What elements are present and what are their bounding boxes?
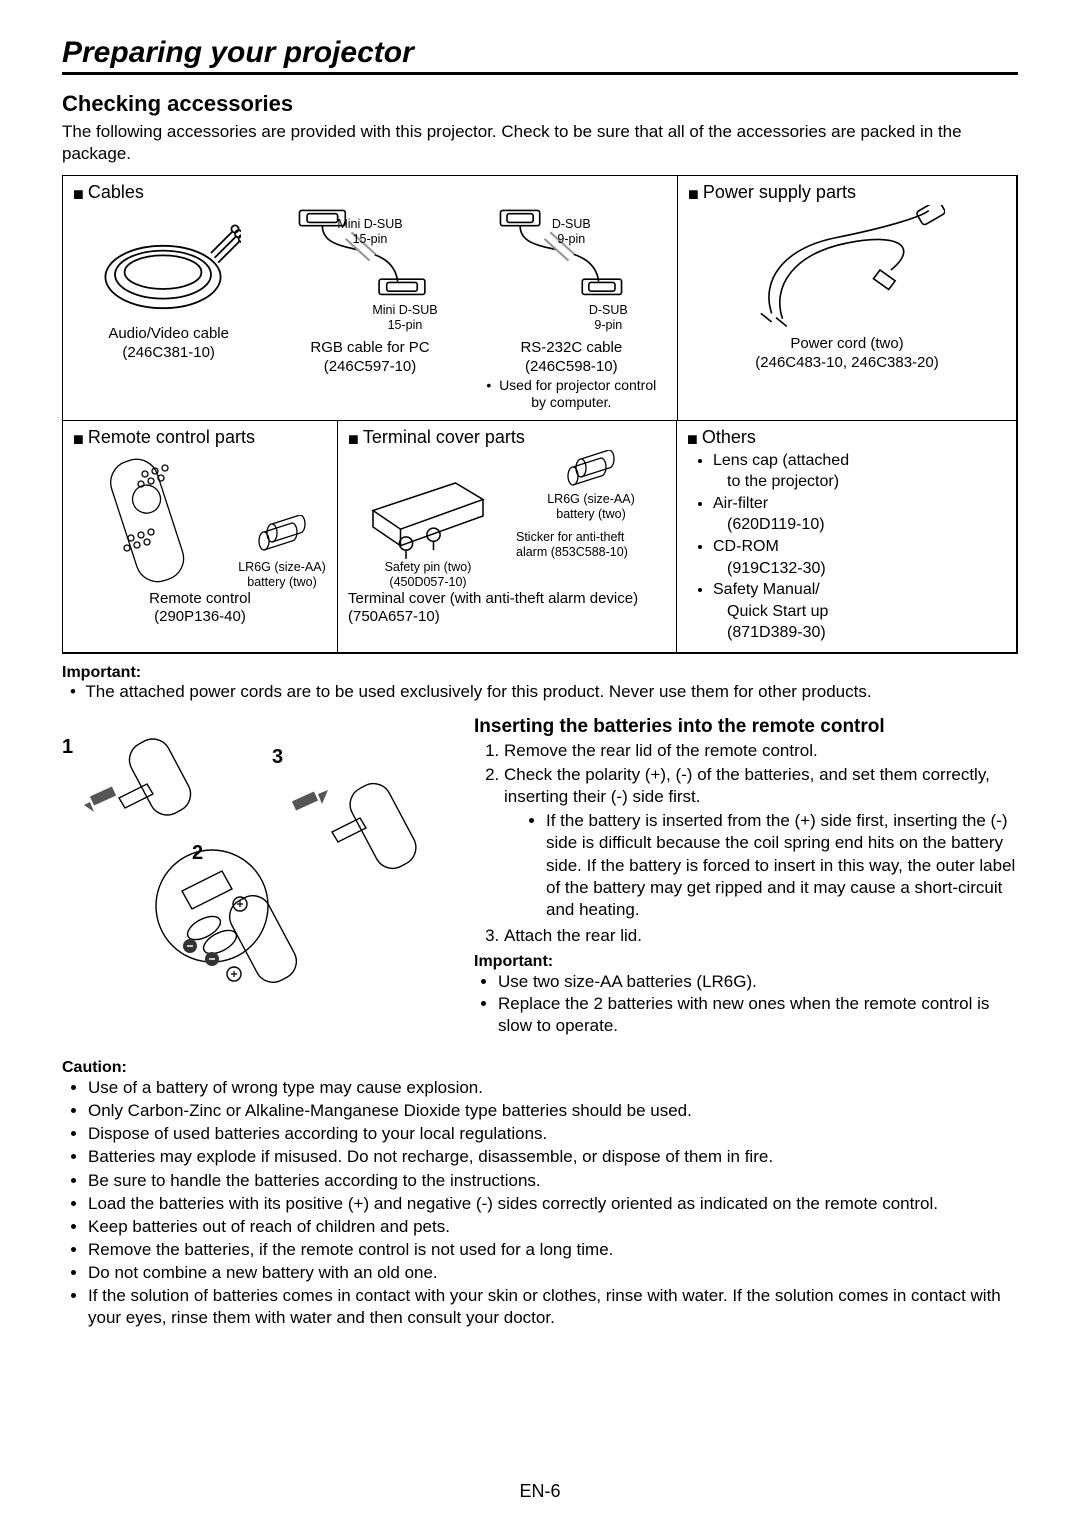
terminal-illus: [348, 450, 508, 560]
rs232-cable-col: D-SUB9-pin D-SUB9-pin RS-232C cable(246C…: [476, 205, 667, 412]
cables-cell: ■Cables Audio/Video cable(246C381-10): [62, 175, 678, 421]
section-title: Checking accessories: [62, 91, 1018, 117]
caution-list: Use of a battery of wrong type may cause…: [62, 1077, 1018, 1329]
others-cell: ■Others Lens cap (attachedto the project…: [676, 420, 1017, 653]
power-cell: ■Power supply parts Power cord (two)(246…: [677, 175, 1017, 421]
important2-list: Use two size-AA batteries (LR6G).Replace…: [474, 971, 1018, 1037]
steps-list: Remove the rear lid of the remote contro…: [474, 740, 1018, 947]
step3-illus: [292, 762, 462, 882]
battery-icon: [561, 450, 621, 490]
important-text: • The attached power cords are to be use…: [62, 682, 1018, 702]
caution-label: Caution:: [62, 1059, 1018, 1077]
others-title: ■Others: [687, 427, 1006, 450]
main-title: Preparing your projector: [62, 36, 1018, 75]
power-title: ■Power supply parts: [688, 182, 1006, 205]
battery-diagrams: 1 2 3: [62, 716, 462, 1016]
av-cable-col: Audio/Video cable(246C381-10): [73, 205, 264, 412]
battery-title: Inserting the batteries into the remote …: [474, 716, 1018, 738]
intro-text: The following accessories are provided w…: [62, 121, 1018, 165]
page-number: EN-6: [0, 1481, 1080, 1502]
remote-illus: [73, 450, 233, 590]
accessories-box: ■Cables Audio/Video cable(246C381-10): [62, 175, 1018, 654]
power-illus: [688, 205, 1006, 335]
av-cable-illus: [73, 205, 264, 325]
battery-icon: [252, 515, 312, 555]
important-label: Important:: [62, 664, 1018, 682]
terminal-title: ■Terminal cover parts: [348, 427, 666, 450]
remote-cell: ■Remote control parts LR6G (size-AA)batt…: [62, 420, 338, 653]
step1-illus: [84, 726, 254, 826]
important2-label: Important:: [474, 953, 1018, 971]
rgb-cable-col: Mini D-SUB15-pin Mini D-SUB15-pin RGB ca…: [274, 205, 465, 412]
battery-section: 1 2 3 Inserting the batteries into the r…: [62, 716, 1018, 1037]
cables-title: ■Cables: [73, 182, 667, 205]
others-list: Lens cap (attachedto the projector)Air-f…: [687, 450, 1006, 644]
terminal-cell: ■Terminal cover parts Safety pin (two)(4…: [337, 420, 677, 653]
remote-title: ■Remote control parts: [73, 427, 327, 450]
